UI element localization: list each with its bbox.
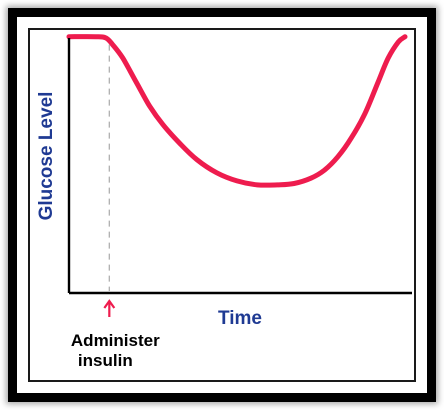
annotation-line-insulin: insulin <box>78 351 133 370</box>
chart-panel <box>28 28 416 382</box>
x-axis-label: Time <box>218 308 262 329</box>
y-axis-label: Glucose Level <box>36 92 57 221</box>
annotation-line-administer: Administer <box>71 331 160 350</box>
glucose-curve-line <box>66 34 408 188</box>
insulin-arrow-icon <box>103 299 116 317</box>
picture-frame <box>8 8 436 402</box>
